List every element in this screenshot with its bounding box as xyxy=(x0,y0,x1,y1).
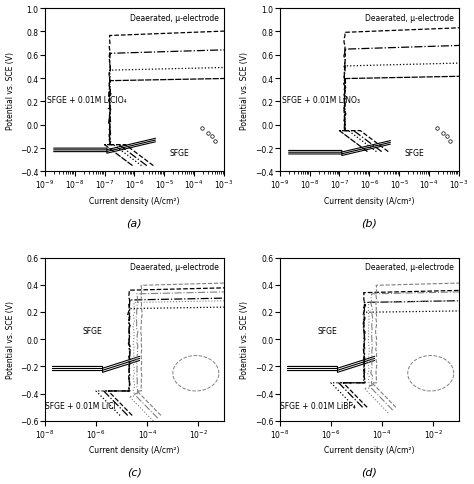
Text: SFGE: SFGE xyxy=(82,326,102,335)
X-axis label: Current density (A/cm²): Current density (A/cm²) xyxy=(324,445,415,454)
Text: (d): (d) xyxy=(361,467,377,477)
Text: SFGE + 0.01M LiNO₃: SFGE + 0.01M LiNO₃ xyxy=(282,95,360,105)
Text: Deaerated, μ-electrode: Deaerated, μ-electrode xyxy=(365,14,454,23)
Text: SFGE: SFGE xyxy=(170,149,189,158)
Text: SFGE: SFGE xyxy=(404,149,424,158)
Y-axis label: Potential vs. SCE (V): Potential vs. SCE (V) xyxy=(240,301,249,378)
Text: SFGE: SFGE xyxy=(318,326,337,335)
X-axis label: Current density (A/cm²): Current density (A/cm²) xyxy=(89,197,180,205)
Text: SFGE + 0.01M LiClO₄: SFGE + 0.01M LiClO₄ xyxy=(47,95,127,105)
Y-axis label: Potential vs. SCE (V): Potential vs. SCE (V) xyxy=(6,301,15,378)
X-axis label: Current density (A/cm²): Current density (A/cm²) xyxy=(324,197,415,205)
Text: (b): (b) xyxy=(361,218,377,228)
X-axis label: Current density (A/cm²): Current density (A/cm²) xyxy=(89,445,180,454)
Text: (c): (c) xyxy=(127,467,142,477)
Text: Deaerated, μ-electrode: Deaerated, μ-electrode xyxy=(130,263,219,272)
Text: Deaerated, μ-electrode: Deaerated, μ-electrode xyxy=(130,14,219,23)
Text: SFGE + 0.01M LiCl: SFGE + 0.01M LiCl xyxy=(45,401,116,410)
Text: (a): (a) xyxy=(127,218,142,228)
Text: SFGE + 0.01M LiBF₄: SFGE + 0.01M LiBF₄ xyxy=(280,401,356,410)
Y-axis label: Potential vs. SCE (V): Potential vs. SCE (V) xyxy=(240,52,249,130)
Text: Deaerated, μ-electrode: Deaerated, μ-electrode xyxy=(365,263,454,272)
Y-axis label: Potential vs. SCE (V): Potential vs. SCE (V) xyxy=(6,52,15,130)
